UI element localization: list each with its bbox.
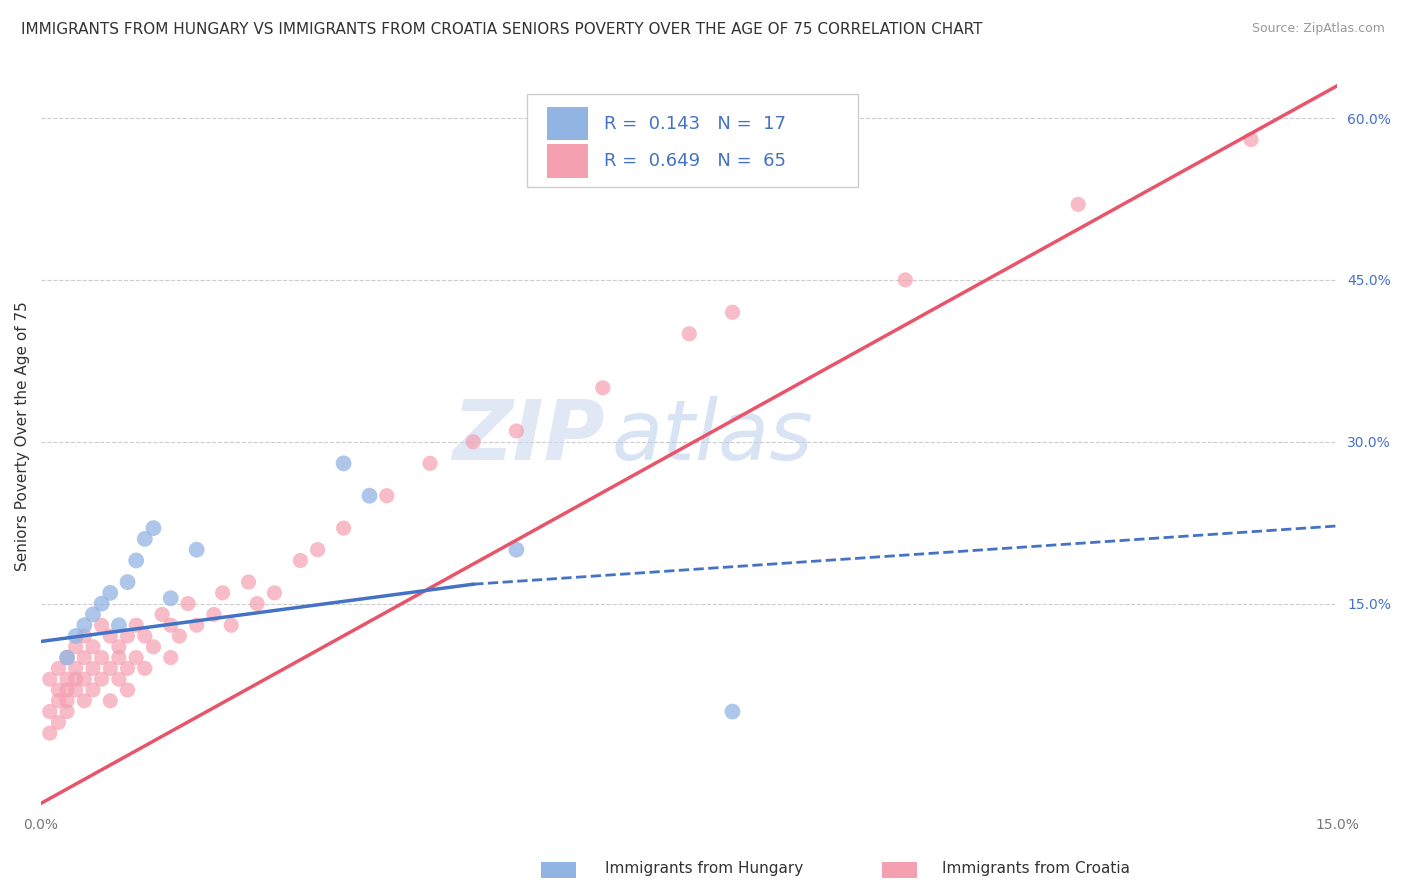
- Text: IMMIGRANTS FROM HUNGARY VS IMMIGRANTS FROM CROATIA SENIORS POVERTY OVER THE AGE : IMMIGRANTS FROM HUNGARY VS IMMIGRANTS FR…: [21, 22, 983, 37]
- Point: [98, 629, 121, 643]
- Point: [125, 650, 148, 665]
- Point: [721, 705, 744, 719]
- Bar: [547, 107, 588, 140]
- Point: [73, 694, 96, 708]
- Point: [894, 273, 917, 287]
- Point: [592, 381, 614, 395]
- Point: [90, 672, 112, 686]
- Point: [56, 694, 79, 708]
- Point: [142, 521, 165, 535]
- Point: [108, 672, 131, 686]
- Point: [48, 661, 70, 675]
- Point: [125, 553, 148, 567]
- Text: Source: ZipAtlas.com: Source: ZipAtlas.com: [1251, 22, 1385, 36]
- Point: [134, 532, 156, 546]
- Point: [48, 694, 70, 708]
- FancyBboxPatch shape: [527, 94, 858, 187]
- Point: [82, 661, 104, 675]
- Point: [375, 489, 398, 503]
- Point: [290, 553, 312, 567]
- Point: [177, 597, 200, 611]
- Point: [211, 586, 233, 600]
- Point: [169, 629, 191, 643]
- Point: [56, 650, 79, 665]
- Point: [108, 618, 131, 632]
- Point: [73, 672, 96, 686]
- Y-axis label: Seniors Poverty Over the Age of 75: Seniors Poverty Over the Age of 75: [15, 301, 30, 571]
- Point: [65, 683, 87, 698]
- Point: [117, 575, 139, 590]
- Point: [98, 586, 121, 600]
- Point: [82, 640, 104, 654]
- Point: [56, 650, 79, 665]
- Point: [359, 489, 381, 503]
- Point: [142, 640, 165, 654]
- Point: [202, 607, 225, 622]
- Point: [56, 672, 79, 686]
- Text: R =  0.143   N =  17: R = 0.143 N = 17: [603, 115, 786, 133]
- Point: [159, 591, 181, 606]
- Point: [48, 683, 70, 698]
- Point: [505, 542, 527, 557]
- Point: [159, 650, 181, 665]
- Point: [108, 640, 131, 654]
- Point: [332, 521, 354, 535]
- Point: [505, 424, 527, 438]
- Point: [56, 683, 79, 698]
- Point: [419, 456, 441, 470]
- Point: [263, 586, 285, 600]
- Point: [186, 618, 208, 632]
- Point: [90, 650, 112, 665]
- Text: ZIP: ZIP: [453, 396, 605, 477]
- Point: [65, 629, 87, 643]
- Point: [65, 672, 87, 686]
- Point: [38, 705, 60, 719]
- Point: [98, 661, 121, 675]
- Point: [56, 705, 79, 719]
- Point: [117, 661, 139, 675]
- Point: [117, 629, 139, 643]
- Point: [134, 629, 156, 643]
- Point: [82, 683, 104, 698]
- Point: [332, 456, 354, 470]
- Point: [48, 715, 70, 730]
- Point: [98, 694, 121, 708]
- Point: [721, 305, 744, 319]
- Text: atlas: atlas: [612, 396, 813, 477]
- Point: [246, 597, 269, 611]
- Text: Immigrants from Hungary: Immigrants from Hungary: [605, 861, 803, 876]
- Point: [65, 661, 87, 675]
- Point: [65, 640, 87, 654]
- Point: [73, 618, 96, 632]
- Point: [38, 672, 60, 686]
- Point: [678, 326, 700, 341]
- Point: [117, 683, 139, 698]
- Point: [238, 575, 260, 590]
- Point: [73, 650, 96, 665]
- Point: [108, 650, 131, 665]
- Point: [159, 618, 181, 632]
- Point: [219, 618, 242, 632]
- Point: [73, 629, 96, 643]
- Point: [463, 434, 485, 449]
- Point: [82, 607, 104, 622]
- Point: [150, 607, 173, 622]
- Point: [38, 726, 60, 740]
- Text: R =  0.649   N =  65: R = 0.649 N = 65: [603, 152, 786, 169]
- Point: [186, 542, 208, 557]
- Point: [307, 542, 329, 557]
- Point: [90, 597, 112, 611]
- Point: [125, 618, 148, 632]
- Point: [134, 661, 156, 675]
- Bar: [547, 145, 588, 178]
- Point: [1067, 197, 1090, 211]
- Text: Immigrants from Croatia: Immigrants from Croatia: [942, 861, 1130, 876]
- Point: [90, 618, 112, 632]
- Point: [1240, 133, 1263, 147]
